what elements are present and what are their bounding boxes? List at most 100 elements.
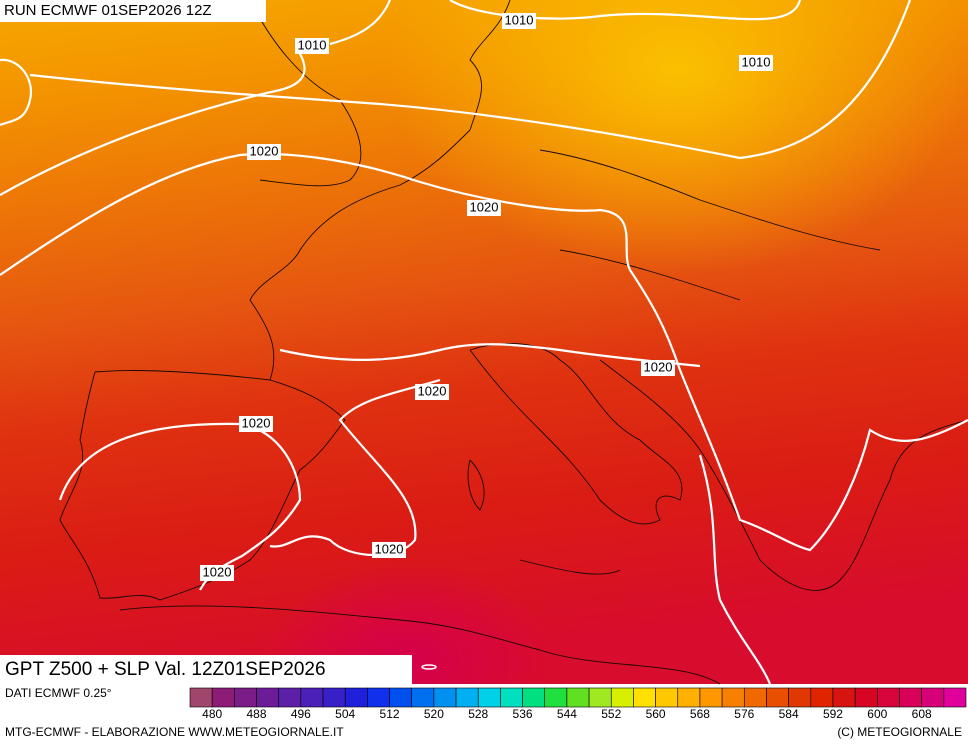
isobar: [0, 58, 33, 127]
colorbar-swatch: [633, 687, 656, 708]
colorbar-swatch: [877, 687, 900, 708]
colorbar-swatch: [411, 687, 435, 708]
isobar: [449, 0, 802, 21]
colorbar-tick-label: 480: [202, 707, 222, 721]
isobar-label: 1020: [250, 143, 279, 158]
colorbar-swatch: [477, 687, 501, 708]
colorbar-swatch: [256, 687, 279, 708]
isobar-label-box: [641, 360, 675, 376]
colorbar-swatch: [344, 687, 368, 708]
colorbar-swatch: [566, 687, 590, 708]
colorbar-swatch: [211, 687, 235, 708]
isobar-label: 1010: [298, 37, 327, 52]
colorbar-tick-label: 488: [246, 707, 266, 721]
colorbar-swatch: [699, 687, 723, 708]
credit: MTG-ECMWF - ELABORAZIONE WWW.METEOGIORNA…: [5, 725, 344, 739]
isobar-label: 1020: [375, 541, 404, 556]
africa-coast: [119, 605, 721, 685]
colorbar-swatch: [854, 687, 878, 708]
isobar-label-box: [502, 13, 536, 29]
colorbar: 480 488 496 504 512 520 528 536 544 552 560 568 576 5…: [189, 687, 967, 721]
isobar-label: 1020: [644, 359, 673, 374]
data-source: DATI ECMWF 0.25°: [5, 686, 112, 700]
title-icon: [421, 664, 437, 670]
colorbar-tick-label: 536: [513, 707, 533, 721]
height-field-hotspot: [0, 0, 968, 684]
britain-coast: [249, 0, 362, 187]
isobar: [29, 0, 912, 160]
isobar-label-box: [247, 144, 281, 160]
colorbar-swatch: [743, 687, 767, 708]
colorbar-tick-label: 520: [424, 707, 444, 721]
isobar-label: 1020: [418, 383, 447, 398]
colorbar-tick-label: 504: [335, 707, 355, 721]
isobar: [58, 422, 302, 591]
colorbar-swatch: [389, 687, 413, 708]
isobar-label-box: [372, 542, 406, 558]
colorbar-swatch: [455, 687, 479, 708]
colorbar-swatch: [655, 687, 679, 708]
isobar: [0, 0, 392, 196]
colorbar-swatch: [766, 687, 789, 708]
colorbar-swatch: [588, 687, 612, 708]
isobar-label: 1020: [203, 564, 232, 579]
colorbar-tick-label: 512: [380, 707, 400, 721]
colorbar-swatch: [500, 687, 523, 708]
colorbar-swatch: [943, 687, 967, 708]
title-box: [0, 655, 412, 684]
colorbar-swatch: [433, 687, 457, 708]
colorbar-swatch: [189, 687, 213, 708]
colorbar-tick-label: 560: [646, 707, 666, 721]
run-label: RUN ECMWF 01SEP2026 12Z: [4, 2, 212, 19]
map-title: GPT Z500 + SLP Val. 12Z01SEP2026: [5, 659, 326, 680]
colorbar-swatch: [921, 687, 945, 708]
colorbar-swatch: [788, 687, 812, 708]
colorbar-tick-label: 576: [734, 707, 754, 721]
colorbar-tick-label: 568: [690, 707, 710, 721]
france-coast: [249, 0, 511, 381]
isobar-label-box: [239, 416, 273, 432]
isobar-labels: 1010 1010 1010 1020 1020 1020 1020 1020 1020 1020: [200, 12, 773, 581]
isobar-label-box: [200, 565, 234, 581]
colorbar-swatch: [810, 687, 834, 708]
colorbar-swatch: [234, 687, 257, 708]
colorbar-swatch: [300, 687, 324, 708]
colorbar-swatch: [367, 687, 390, 708]
isobar-label: 1010: [742, 54, 771, 69]
colorbar-tick-label: 552: [601, 707, 621, 721]
colorbar-tick-label: 600: [867, 707, 887, 721]
isobar-label-box: [467, 200, 501, 216]
colorbar-tick-label: 592: [823, 707, 843, 721]
isobar: [279, 343, 701, 368]
colorbar-swatch: [522, 687, 546, 708]
colorbar-tick-label: 584: [779, 707, 799, 721]
run-box: [0, 0, 266, 22]
isobar-label-box: [295, 38, 329, 54]
isobar: [269, 378, 441, 556]
colorbar-swatch: [899, 687, 922, 708]
isobar: [698, 454, 772, 685]
colorbar-tick-label: 496: [291, 707, 311, 721]
isobar-label: 1010: [505, 12, 534, 27]
colorbar-swatch: [278, 687, 302, 708]
colorbar-tick-label: 544: [557, 707, 577, 721]
colorbar-swatch: [721, 687, 745, 708]
islands-coast: [467, 459, 621, 575]
colorbar-tick-label: 528: [468, 707, 488, 721]
colorbar-swatch: [322, 687, 346, 708]
copyright: (C) METEOGIORNALE: [837, 725, 962, 739]
borders: [539, 149, 881, 301]
map: 1010 1010 1010 1020 1020 1020 1020 1020 1020 1020…: [0, 0, 968, 685]
colorbar-swatch: [610, 687, 634, 708]
colorbar-swatch: [832, 687, 856, 708]
balkan-coast: [599, 359, 968, 591]
isobar-label: 1020: [242, 415, 271, 430]
coastlines: [59, 0, 968, 685]
italy-coast: [469, 342, 683, 525]
isobar-label-box: [739, 55, 773, 71]
isobar-label-box: [415, 384, 449, 400]
colorbar-swatch: [544, 687, 568, 708]
colorbar-tick-label: 608: [912, 707, 932, 721]
colorbar-swatch: [677, 687, 701, 708]
